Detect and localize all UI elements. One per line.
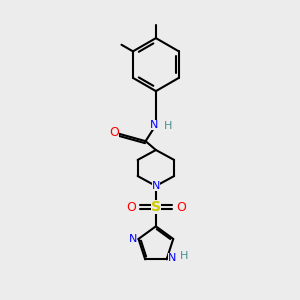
Text: O: O [109,126,119,139]
Text: N: N [168,253,176,263]
Text: H: H [164,122,172,131]
Text: S: S [151,200,161,214]
Text: H: H [179,251,188,261]
Text: N: N [152,181,160,191]
Text: N: N [129,234,137,244]
Text: O: O [176,201,186,214]
Text: N: N [150,120,159,130]
Text: O: O [126,201,136,214]
